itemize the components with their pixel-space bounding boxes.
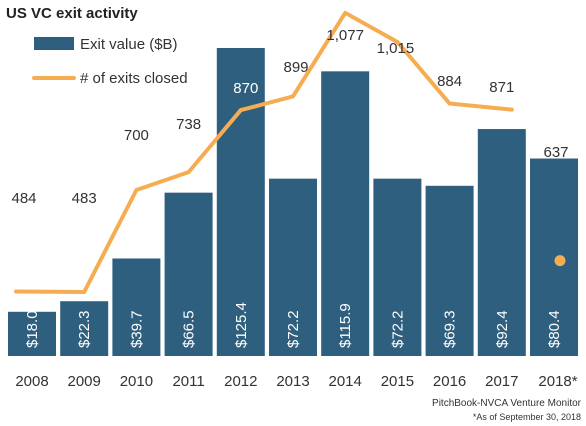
footnote: *As of September 30, 2018 bbox=[473, 412, 581, 422]
bar-value-label: $66.5 bbox=[181, 310, 198, 348]
x-tick-label: 2008 bbox=[15, 373, 48, 390]
legend: Exit value ($B) # of exits closed bbox=[32, 36, 188, 87]
x-tick-label: 2011 bbox=[172, 373, 204, 390]
legend-label-bar: Exit value ($B) bbox=[80, 36, 178, 53]
bar-2010 bbox=[112, 258, 161, 356]
line-value-label: 1,015 bbox=[377, 40, 415, 57]
bar-value-label: $92.4 bbox=[494, 310, 511, 348]
bar-2013 bbox=[269, 178, 317, 356]
bar-2008 bbox=[8, 311, 56, 356]
x-axis-ticks: 2008 2009 2010 2011 2012 2013 2014 2015 2016 2017… bbox=[15, 373, 577, 390]
bar-value-label: $125.4 bbox=[233, 302, 250, 348]
x-tick-label: 2010 bbox=[120, 373, 153, 390]
bar-value-label: $18.0 bbox=[24, 310, 41, 348]
x-tick-label: 2018* bbox=[538, 373, 577, 390]
source-note: PitchBook-NVCA Venture Monitor bbox=[432, 398, 582, 409]
bar-value-label: $39.7 bbox=[128, 310, 145, 348]
line-value-label: 871 bbox=[489, 79, 514, 96]
bar-2009 bbox=[60, 301, 109, 356]
bar-2015 bbox=[373, 178, 422, 356]
bar-value-label: $22.3 bbox=[76, 310, 93, 348]
x-tick-label: 2009 bbox=[68, 373, 101, 390]
bar-2018 bbox=[530, 158, 578, 356]
bar-value-label: $80.4 bbox=[546, 310, 563, 348]
line-value-label: 637 bbox=[543, 144, 568, 161]
legend-swatch-bar bbox=[34, 37, 74, 50]
bar-2016 bbox=[425, 185, 474, 356]
bar-value-label: $72.2 bbox=[389, 310, 406, 348]
bars-layer: $18.0 $22.3 $39.7 $66.5 $125.4 $72.2 $115.9 $72… bbox=[8, 48, 578, 356]
bar-2012 bbox=[216, 48, 265, 356]
x-tick-label: 2014 bbox=[329, 373, 362, 390]
x-tick-label: 2017 bbox=[485, 373, 518, 390]
exits-line bbox=[14, 10, 514, 294]
line-value-label: 1,077 bbox=[326, 27, 364, 44]
bar-value-label: $72.2 bbox=[285, 310, 302, 348]
line-value-label: 899 bbox=[283, 59, 308, 76]
bar-2014 bbox=[321, 71, 370, 356]
x-tick-label: 2016 bbox=[433, 373, 466, 390]
line-value-label: 483 bbox=[72, 190, 97, 207]
chart-title: US VC exit activity bbox=[6, 5, 138, 22]
bar-value-label: $69.3 bbox=[442, 310, 459, 348]
line-value-label: 884 bbox=[437, 73, 462, 90]
line-value-label: 738 bbox=[176, 116, 201, 133]
bar-value-label: $115.9 bbox=[337, 303, 354, 348]
line-value-label: 870 bbox=[233, 80, 258, 97]
bar-2017 bbox=[477, 129, 526, 356]
x-tick-label: 2015 bbox=[381, 373, 414, 390]
line-value-label: 700 bbox=[124, 127, 149, 144]
line-layer: 484 483 700 738 870 899 1,077 1,015 884 871 637 bbox=[11, 10, 569, 294]
exits-point-2018 bbox=[554, 255, 566, 267]
line-value-label: 484 bbox=[11, 190, 36, 207]
legend-label-line: # of exits closed bbox=[80, 70, 188, 87]
x-tick-label: 2012 bbox=[224, 373, 257, 390]
bar-2011 bbox=[164, 192, 213, 356]
x-tick-label: 2013 bbox=[276, 373, 309, 390]
